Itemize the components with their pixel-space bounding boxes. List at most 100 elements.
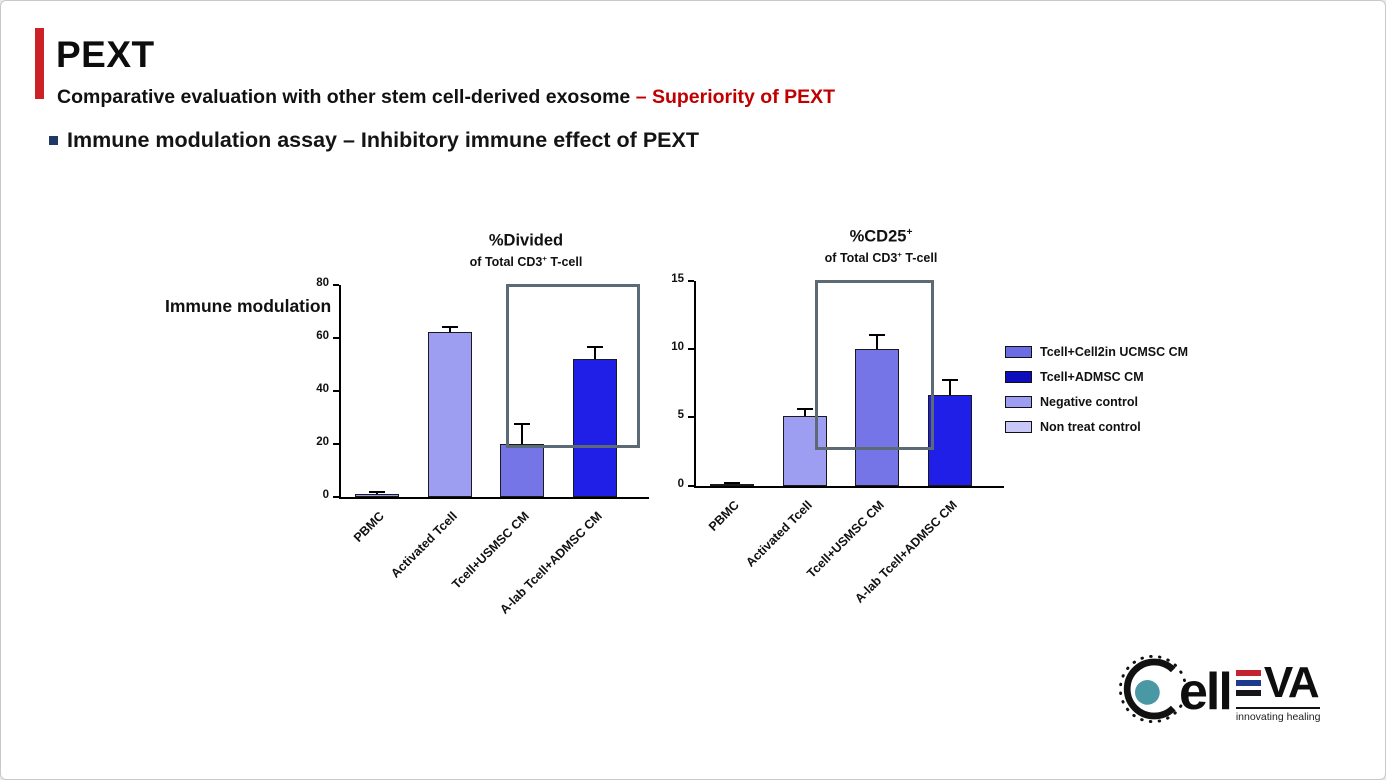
header-subtitle: Comparative evaluation with other stem c… bbox=[57, 86, 835, 109]
y-tick bbox=[333, 495, 339, 498]
y-axis bbox=[694, 280, 696, 488]
bar bbox=[782, 415, 827, 486]
subtitle-main: Comparative evaluation with other stem c… bbox=[57, 86, 636, 108]
bullet-row: Immune modulation assay – Inhibitory imm… bbox=[49, 128, 699, 153]
legend-swatch bbox=[1005, 371, 1032, 383]
logo-ell-text: ell bbox=[1179, 662, 1233, 721]
legend-swatch bbox=[1005, 346, 1032, 358]
bar bbox=[572, 358, 617, 497]
y-tick bbox=[688, 416, 694, 419]
error-bar bbox=[876, 335, 879, 349]
legend-label: Non treat control bbox=[1040, 420, 1141, 434]
error-cap bbox=[941, 379, 958, 382]
chart-subtitle-post: T-cell bbox=[546, 254, 583, 269]
y-tick-label: 10 bbox=[671, 340, 684, 353]
y-tick-label: 60 bbox=[316, 329, 329, 342]
chart-subtitle-sup: + bbox=[897, 249, 902, 259]
subtitle-accent: – Superiority of PEXT bbox=[635, 86, 836, 108]
legend-item: Negative control bbox=[1005, 395, 1188, 409]
y-tick-label: 0 bbox=[677, 477, 684, 490]
error-cap bbox=[514, 422, 531, 425]
chart-subtitle-pre: of Total CD3 bbox=[469, 254, 543, 269]
x-category-label: Tcell+USMSC CM bbox=[804, 497, 888, 581]
legend-label: Negative control bbox=[1040, 395, 1138, 409]
highlight-box bbox=[506, 283, 640, 448]
legend-label: Tcell+Cell2in UCMSC CM bbox=[1040, 345, 1189, 359]
logo-letter-e-stripes-icon bbox=[1235, 669, 1261, 696]
logo-c-icon bbox=[1117, 653, 1189, 730]
logo-va-text: VA bbox=[1263, 657, 1320, 707]
chart-subtitle: of Total CD3+ T-cell bbox=[736, 250, 1026, 265]
bar bbox=[427, 332, 472, 497]
chart-subtitle: of Total CD3+ T-cell bbox=[381, 254, 671, 269]
bar bbox=[927, 395, 972, 486]
bar bbox=[855, 348, 900, 486]
y-tick bbox=[688, 347, 694, 350]
y-tick bbox=[688, 279, 694, 282]
legend-item: Tcell+ADMSC CM bbox=[1005, 370, 1188, 384]
chart-title: %Divided bbox=[381, 231, 671, 251]
highlight-box bbox=[814, 279, 934, 451]
y-tick bbox=[333, 283, 339, 286]
y-tick-label: 5 bbox=[677, 409, 684, 422]
chart-title-text: %Divided bbox=[488, 231, 564, 250]
plot-area-cd25: 0 5 10 15 PBMC Activated Tcell Tcell+USMSC CM A… bbox=[671, 273, 1004, 605]
bar bbox=[355, 494, 400, 497]
x-category-label: Tcell+USMSC CM bbox=[449, 508, 533, 592]
y-tick bbox=[333, 442, 339, 445]
y-axis bbox=[339, 284, 341, 499]
error-bar bbox=[448, 327, 451, 333]
bullet-square-icon bbox=[49, 136, 58, 145]
x-axis bbox=[694, 485, 1004, 488]
y-tick-label: 20 bbox=[316, 435, 329, 448]
legend-swatch bbox=[1005, 396, 1032, 408]
chart-subtitle-pre: of Total CD3 bbox=[824, 250, 898, 265]
chart-subtitle-sup: + bbox=[542, 253, 547, 263]
error-cap bbox=[369, 491, 386, 494]
chart-title-block: %CD25+ of Total CD3+ T-cell bbox=[736, 227, 1026, 265]
chart-title-sup: + bbox=[906, 227, 913, 238]
bar bbox=[500, 443, 545, 497]
x-axis bbox=[339, 496, 649, 499]
y-tick-label: 0 bbox=[322, 488, 329, 501]
page-title: PEXT bbox=[56, 34, 155, 75]
error-cap bbox=[586, 345, 603, 348]
logo-dot-ring bbox=[1118, 654, 1188, 724]
error-bar bbox=[803, 409, 806, 416]
x-category-label: PBMC bbox=[351, 508, 388, 545]
legend-label: Tcell+ADMSC CM bbox=[1040, 370, 1144, 384]
x-category-label: Activated Tcell bbox=[388, 508, 460, 581]
chart-title: %CD25+ bbox=[736, 227, 1026, 247]
y-tick bbox=[333, 336, 339, 339]
logo-right-block: VA innovating healing bbox=[1235, 657, 1321, 723]
y-tick-label: 80 bbox=[316, 276, 329, 289]
x-category-label: A-lab Tcell+ADMSC CM bbox=[851, 497, 960, 606]
chart-title-text: %CD25 bbox=[849, 227, 907, 246]
title-accent-bar bbox=[35, 28, 44, 99]
y-tick-label: 40 bbox=[316, 382, 329, 395]
legend: Tcell+Cell2in UCMSC CM Tcell+ADMSC CM Nega… bbox=[1005, 345, 1188, 445]
y-tick bbox=[688, 484, 694, 487]
logo-c-arc bbox=[1123, 658, 1176, 720]
error-cap bbox=[724, 481, 741, 484]
error-bar bbox=[593, 346, 596, 359]
immune-modulation-label: Immune modulation bbox=[165, 296, 332, 316]
plot-area-divided: 0 20 40 60 80 PBMC Activated Tcell Tcell+USMSC … bbox=[316, 277, 649, 616]
celleva-logo: ell VA innovating healing bbox=[1117, 653, 1321, 730]
legend-item: Tcell+Cell2in UCMSC CM bbox=[1005, 345, 1188, 359]
logo-tagline: innovating healing bbox=[1235, 706, 1321, 723]
error-cap bbox=[869, 334, 886, 337]
chart-percent-divided: %Divided of Total CD3+ T-cell 0 20 40 60 80 P… bbox=[311, 231, 681, 616]
error-bar bbox=[948, 380, 951, 396]
error-cap bbox=[796, 408, 813, 411]
bar bbox=[710, 483, 755, 486]
x-category-label: PBMC bbox=[706, 497, 743, 534]
legend-swatch bbox=[1005, 421, 1032, 433]
chart-percent-cd25: %CD25+ of Total CD3+ T-cell 0 5 10 15 PBMC Ac… bbox=[666, 227, 1036, 605]
chart-title-block: %Divided of Total CD3+ T-cell bbox=[381, 231, 671, 269]
x-category-label: A-lab Tcell+ADMSC CM bbox=[496, 508, 605, 617]
error-cap bbox=[441, 326, 458, 329]
legend-item: Non treat control bbox=[1005, 420, 1188, 434]
x-category-label: Activated Tcell bbox=[743, 497, 815, 570]
